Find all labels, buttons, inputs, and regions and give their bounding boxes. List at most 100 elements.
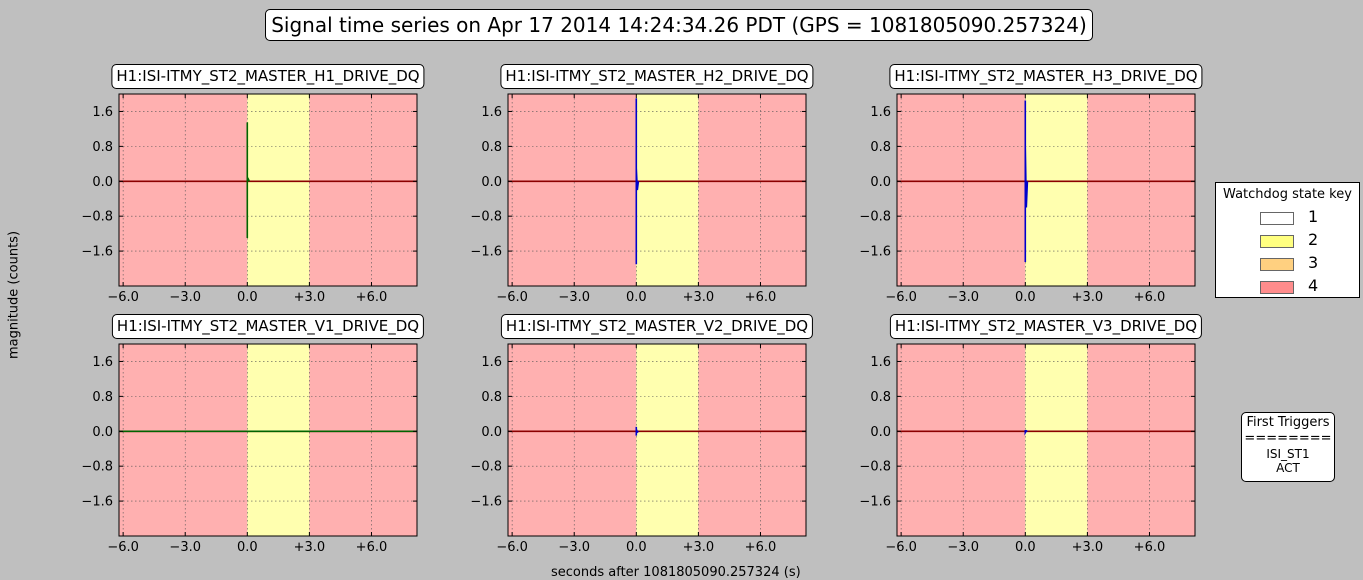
x-tick-label: −3.0	[169, 540, 201, 555]
state-region-2	[247, 94, 310, 286]
state-region-4	[897, 344, 1026, 536]
y-tick-label: −0.8	[859, 460, 891, 475]
x-tick-label: −3.0	[558, 290, 590, 305]
x-tick-label: 0.0	[1015, 540, 1036, 555]
x-tick-label: +3.0	[294, 540, 326, 555]
axes-frame	[507, 343, 807, 537]
first-triggers-line2: ACT	[1276, 461, 1300, 475]
legend-item-1: 1	[1260, 207, 1350, 229]
x-tick-label: −6.0	[496, 290, 528, 305]
y-tick-label: 1.6	[92, 355, 113, 370]
axes-frame	[896, 93, 1196, 287]
axes-frame	[118, 93, 418, 287]
y-tick-label: 1.6	[481, 355, 502, 370]
state-region-4	[698, 344, 806, 536]
state-region-2	[247, 344, 310, 536]
y-tick-label: 1.6	[481, 105, 502, 120]
y-tick-label: −1.6	[81, 495, 113, 510]
state-region-2	[636, 344, 699, 536]
legend-swatch-2	[1260, 235, 1294, 248]
y-tick-label: −1.6	[470, 245, 502, 260]
state-region-4	[508, 94, 637, 286]
chart-panel-3: −6.0 −3.0 0.0 +3.0 +6.0 1.6 0.8 0.0 −0.8 −1.6	[81, 343, 418, 555]
x-axis-label: seconds after 1081805090.257324 (s)	[551, 565, 801, 580]
panel-title-h3: H1:ISI-ITMY_ST2_MASTER_H3_DRIVE_DQ	[889, 64, 1203, 89]
signal-trace	[246, 122, 251, 238]
state-region-4	[1087, 94, 1195, 286]
panel-title-v3: H1:ISI-ITMY_ST2_MASTER_V3_DRIVE_DQ	[889, 314, 1203, 339]
y-tick-label: 0.8	[92, 390, 113, 405]
y-tick-label: 0.0	[870, 425, 891, 440]
legend-label-4: 4	[1308, 276, 1319, 295]
chart-panel-0: −6.0 −3.0 0.0 +3.0 +6.0 1.6 0.8 0.0 −0.8 −1.6	[81, 93, 418, 305]
signal-trace	[1024, 429, 1028, 436]
x-tick-label: +3.0	[1072, 290, 1104, 305]
state-region-4	[508, 344, 637, 536]
panel-title-v1: H1:ISI-ITMY_ST2_MASTER_V1_DRIVE_DQ	[111, 314, 425, 339]
x-tick-label: −6.0	[107, 540, 139, 555]
x-tick-label: −3.0	[558, 540, 590, 555]
x-tick-label: −3.0	[947, 290, 979, 305]
watchdog-state-legend: Watchdog state key 1 2 3 4	[1215, 182, 1360, 298]
x-tick-label: −3.0	[169, 290, 201, 305]
y-tick-label: 0.8	[481, 140, 502, 155]
y-tick-label: −1.6	[859, 245, 891, 260]
state-region-4	[897, 94, 1026, 286]
x-tick-label: 0.0	[626, 290, 647, 305]
y-tick-label: −0.8	[81, 460, 113, 475]
x-tick-label: +6.0	[745, 540, 777, 555]
y-tick-label: 1.6	[92, 105, 113, 120]
chart-panel-1: −6.0 −3.0 0.0 +3.0 +6.0 1.6 0.8 0.0 −0.8 −1.6	[470, 93, 807, 305]
y-tick-label: 0.8	[870, 390, 891, 405]
y-tick-label: −0.8	[470, 210, 502, 225]
signal-trace	[635, 426, 639, 436]
y-tick-label: 0.0	[92, 425, 113, 440]
x-tick-label: 0.0	[1015, 290, 1036, 305]
x-tick-label: +6.0	[356, 540, 388, 555]
x-tick-label: 0.0	[237, 290, 258, 305]
legend-label-3: 3	[1308, 253, 1319, 272]
x-tick-label: −3.0	[947, 540, 979, 555]
y-tick-label: 0.8	[870, 140, 891, 155]
signal-trace	[1024, 100, 1029, 262]
legend-swatch-3	[1260, 258, 1294, 271]
y-tick-label: 1.6	[870, 105, 891, 120]
x-tick-label: +6.0	[356, 290, 388, 305]
y-tick-label: −0.8	[470, 460, 502, 475]
legend-item-4: 4	[1260, 276, 1350, 298]
first-triggers-line1: ISI_ST1	[1266, 447, 1310, 461]
chart-panel-2: −6.0 −3.0 0.0 +3.0 +6.0 1.6 0.8 0.0 −0.8 −1.6	[859, 93, 1196, 305]
x-tick-label: +3.0	[294, 290, 326, 305]
first-triggers-separator: ========	[1244, 431, 1332, 446]
signal-trace	[635, 98, 640, 265]
legend-item-2: 2	[1260, 230, 1350, 252]
state-region-2	[1025, 94, 1088, 286]
legend-title: Watchdog state key	[1223, 187, 1352, 202]
legend-label-1: 1	[1308, 207, 1319, 226]
state-region-4	[698, 94, 806, 286]
panel-title-h1: H1:ISI-ITMY_ST2_MASTER_H1_DRIVE_DQ	[111, 64, 425, 89]
chart-panel-5: −6.0 −3.0 0.0 +3.0 +6.0 1.6 0.8 0.0 −0.8 −1.6	[859, 343, 1196, 555]
y-tick-label: 1.6	[870, 355, 891, 370]
x-tick-label: +6.0	[745, 290, 777, 305]
first-triggers-box: First Triggers ======== ISI_ST1 ACT	[1241, 412, 1335, 482]
x-tick-label: −6.0	[107, 290, 139, 305]
x-tick-label: −6.0	[496, 540, 528, 555]
y-tick-label: 0.0	[92, 175, 113, 190]
x-tick-label: −6.0	[885, 540, 917, 555]
legend-swatch-1	[1260, 212, 1294, 225]
panel-title-h2: H1:ISI-ITMY_ST2_MASTER_H2_DRIVE_DQ	[500, 64, 814, 89]
x-tick-label: +6.0	[1134, 290, 1166, 305]
y-tick-label: 0.0	[481, 425, 502, 440]
x-tick-label: +6.0	[1134, 540, 1166, 555]
state-region-4	[119, 94, 248, 286]
legend-item-3: 3	[1260, 253, 1350, 275]
state-region-4	[309, 344, 417, 536]
state-region-4	[119, 344, 248, 536]
x-tick-label: +3.0	[1072, 540, 1104, 555]
axes-frame	[896, 343, 1196, 537]
y-tick-label: 0.8	[92, 140, 113, 155]
state-region-2	[636, 94, 699, 286]
figure-title: Signal time series on Apr 17 2014 14:24:…	[265, 9, 1093, 41]
